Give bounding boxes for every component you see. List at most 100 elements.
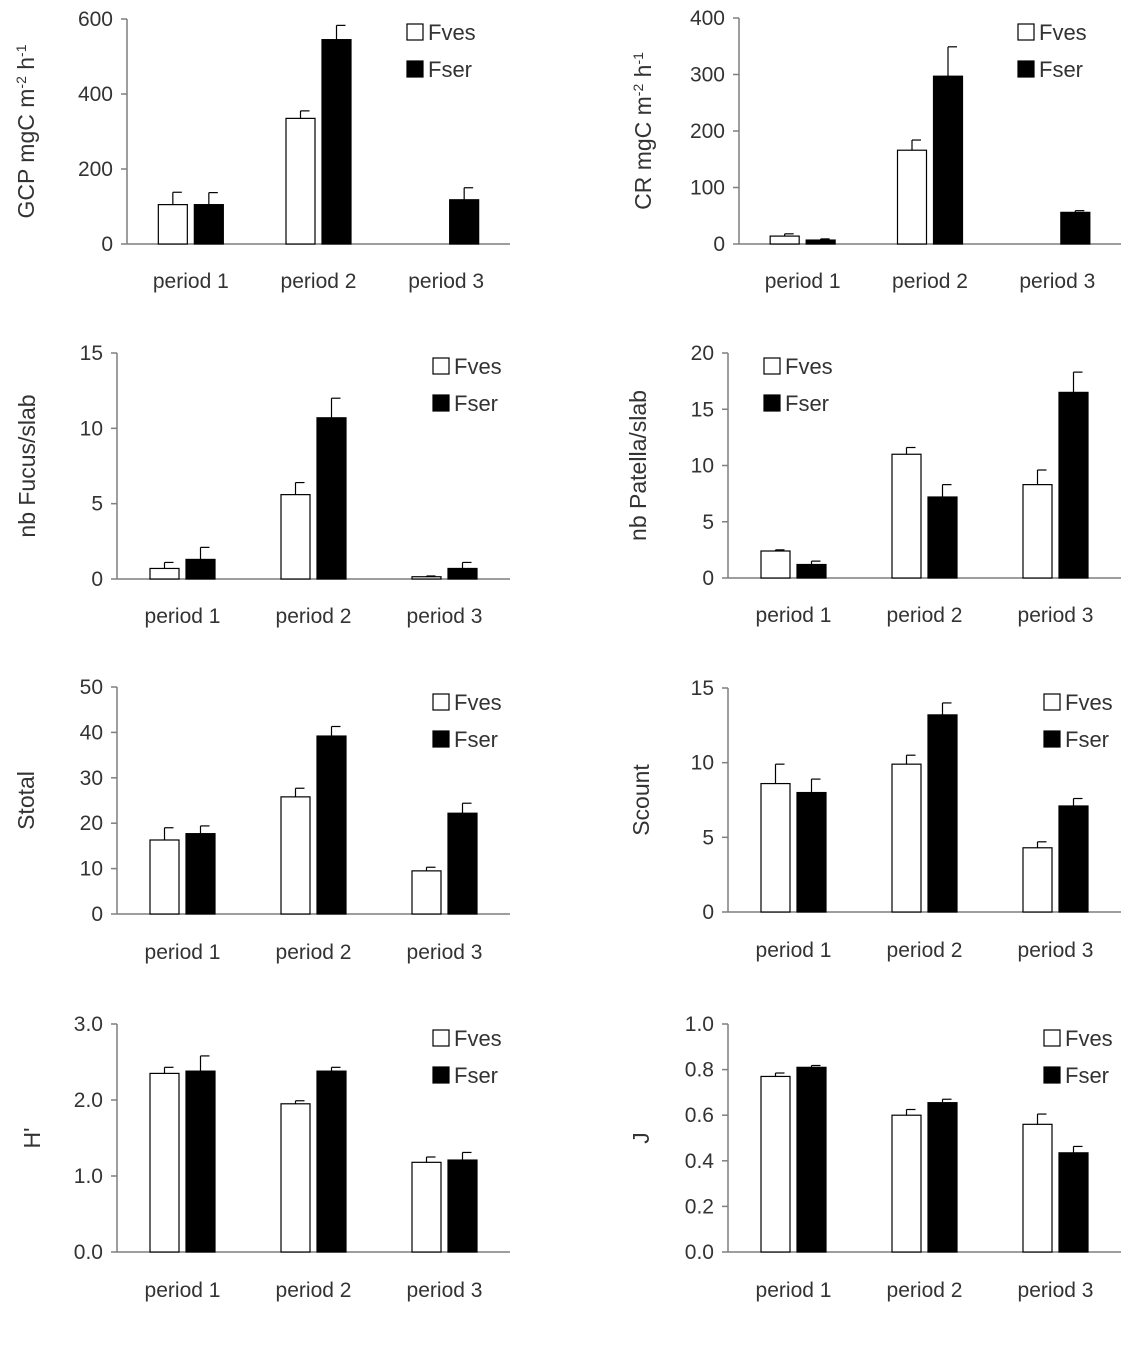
bar-fves-2: [280, 796, 311, 915]
y-tick-label: 200: [690, 120, 725, 143]
legend-label-fser: Fser: [785, 391, 829, 416]
y-tick-label: 5: [91, 493, 103, 516]
y-tick-label: 1.0: [74, 1165, 103, 1188]
legend-label-fser: Fser: [454, 391, 498, 416]
bar-fves-2: [896, 149, 928, 245]
bar-fser-1: [805, 239, 836, 245]
bar-fves-1: [760, 1075, 791, 1253]
y-tick-label: 0.8: [685, 1059, 714, 1082]
y-tick-label: 0.4: [685, 1150, 715, 1173]
y-tick-label: 200: [78, 158, 113, 181]
bar-fser-3: [447, 812, 478, 915]
bar-fser-1: [185, 833, 216, 915]
legend-swatch-fser: [1043, 730, 1061, 748]
chart-panel-2: 0 100 200 300 400 CR mgC m-2 h-1 period 1 perio…: [571, 0, 1142, 336]
bar-fves-1: [149, 567, 180, 580]
y-axis-label: GCP mgC m-2 h-1: [13, 44, 39, 218]
x-tick-label: period 2: [281, 270, 357, 293]
legend-label-fves: Fves: [454, 690, 502, 715]
bar-fser-2: [321, 39, 352, 245]
x-tick-label: period 2: [276, 605, 352, 628]
bar-fser-3: [1058, 1152, 1089, 1253]
y-axis-label: Stotal: [13, 771, 39, 830]
legend-swatch-fser: [432, 730, 450, 748]
y-tick-label: 0: [91, 568, 103, 591]
legend-swatch-fser: [406, 60, 424, 78]
chart-panel-4: 0 5 10 15 20 nb Patella/slab period 1 period 2 p…: [571, 336, 1142, 672]
y-tick-label: 20: [80, 812, 103, 835]
bar-fser-1: [185, 558, 216, 580]
chart-panel-7: 0.0 1.0 2.0 3.0 H' period 1 period 2 period 3 Fv…: [0, 1010, 571, 1346]
legend-label-fves: Fves: [454, 1026, 502, 1051]
legend-label-fves: Fves: [1039, 20, 1087, 45]
legend-label-fser: Fser: [1065, 1063, 1109, 1088]
legend-swatch-fser: [1017, 60, 1035, 78]
legend-swatch-fves: [432, 1029, 450, 1047]
x-tick-label: period 2: [276, 941, 352, 964]
x-tick-label: period 1: [756, 1279, 832, 1302]
x-tick-label: period 1: [145, 605, 221, 628]
bar-fves-3: [411, 576, 442, 580]
bar-fves-2: [891, 453, 922, 579]
x-tick-label: period 3: [407, 605, 483, 628]
legend-swatch-fves: [1043, 693, 1061, 711]
chart-panel-5: 0 10 20 30 40 50 Stotal period 1 period 2 period …: [0, 672, 571, 1008]
legend-swatch-fser: [432, 1066, 450, 1084]
chart-svg: 0 200 400 600 GCP mgC m-2 h-1 period 1 period …: [13, 8, 510, 293]
bar-fves-3: [1022, 847, 1053, 913]
bar-fser-3: [447, 1159, 478, 1253]
x-tick-label: period 3: [1018, 604, 1094, 627]
y-tick-label: 2.0: [74, 1089, 103, 1112]
y-axis-label: nb Patella/slab: [625, 390, 651, 541]
x-tick-label: period 2: [887, 1279, 963, 1302]
bar-fser-1: [796, 1066, 827, 1253]
bar-fves-2: [280, 494, 311, 580]
bar-fves-2: [891, 763, 922, 913]
y-tick-label: 5: [702, 511, 714, 534]
y-tick-label: 30: [80, 767, 103, 790]
y-tick-label: 600: [78, 8, 113, 31]
x-tick-label: period 3: [407, 941, 483, 964]
bar-fves-1: [149, 1072, 180, 1253]
bar-fser-3: [1058, 805, 1089, 913]
bar-fser-2: [927, 1102, 958, 1253]
bar-fves-3: [411, 1161, 442, 1253]
y-axis-label: Scount: [628, 764, 654, 836]
chart-svg: 0.0 1.0 2.0 3.0 H' period 1 period 2 period 3 Fv…: [19, 1013, 510, 1302]
legend-swatch-fser: [432, 394, 450, 412]
y-tick-label: 400: [78, 83, 113, 106]
y-tick-label: 10: [80, 858, 103, 881]
x-tick-label: period 2: [887, 939, 963, 962]
legend-label-fves: Fves: [1065, 1026, 1113, 1051]
y-tick-label: 15: [691, 398, 714, 421]
legend-swatch-fves: [406, 23, 424, 41]
legend-label-fves: Fves: [428, 20, 476, 45]
chart-svg: 0 100 200 300 400 CR mgC m-2 h-1 period 1 perio…: [630, 7, 1121, 293]
bar-fves-3: [1022, 1123, 1053, 1253]
legend-swatch-fves: [763, 357, 781, 375]
y-tick-label: 0.0: [74, 1241, 103, 1264]
x-tick-label: period 1: [756, 604, 832, 627]
y-tick-label: 15: [691, 677, 714, 700]
x-tick-label: period 2: [892, 270, 968, 293]
legend-swatch-fves: [1017, 23, 1035, 41]
y-axis-label: H': [19, 1127, 45, 1148]
y-tick-label: 0.2: [685, 1195, 714, 1218]
legend-label-fves: Fves: [454, 354, 502, 379]
bar-fser-2: [932, 75, 964, 245]
x-tick-label: period 3: [1018, 939, 1094, 962]
legend-label-fser: Fser: [428, 57, 472, 82]
bar-fser-1: [796, 563, 827, 579]
legend-label-fser: Fser: [1039, 57, 1083, 82]
y-axis-label: nb Fucus/slab: [14, 394, 40, 537]
bar-fves-2: [285, 117, 316, 245]
x-tick-label: period 1: [756, 939, 832, 962]
bar-fves-1: [760, 550, 791, 579]
y-tick-label: 400: [690, 7, 725, 30]
bar-fves-1: [157, 204, 188, 245]
y-tick-label: 20: [691, 342, 714, 365]
bar-fser-1: [185, 1070, 216, 1253]
y-tick-label: 50: [80, 676, 103, 699]
